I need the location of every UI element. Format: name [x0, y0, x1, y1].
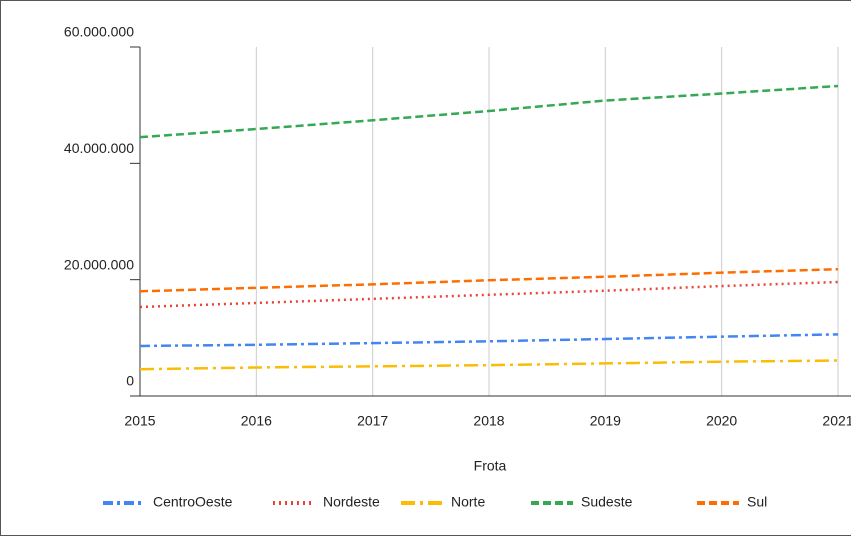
y-tick-label: 0: [126, 373, 134, 389]
series-line: [139, 333, 839, 348]
x-tick-label: 2019: [590, 413, 621, 429]
legend-label: Nordeste: [323, 494, 380, 510]
y-tick-label: 40.000.000: [64, 140, 134, 156]
legend-label: Norte: [451, 494, 485, 510]
y-tick-label: 60.000.000: [64, 24, 134, 40]
legend-label: Sul: [747, 494, 767, 510]
x-tick-label: 2020: [706, 413, 737, 429]
y-tick-label: 20.000.000: [64, 256, 134, 272]
series-line: [139, 84, 839, 139]
series-line: [139, 267, 839, 293]
x-tick-label: 2015: [124, 413, 155, 429]
legend-label: Sudeste: [581, 494, 633, 510]
series-line: [139, 280, 839, 309]
x-tick-label: 2018: [473, 413, 504, 429]
x-axis-title: Frota: [474, 458, 507, 474]
series-line: [139, 359, 839, 371]
legend-label: CentroOeste: [153, 494, 233, 510]
x-tick-label: 2021: [822, 413, 851, 429]
x-tick-label: 2016: [241, 413, 272, 429]
x-tick-label: 2017: [357, 413, 388, 429]
